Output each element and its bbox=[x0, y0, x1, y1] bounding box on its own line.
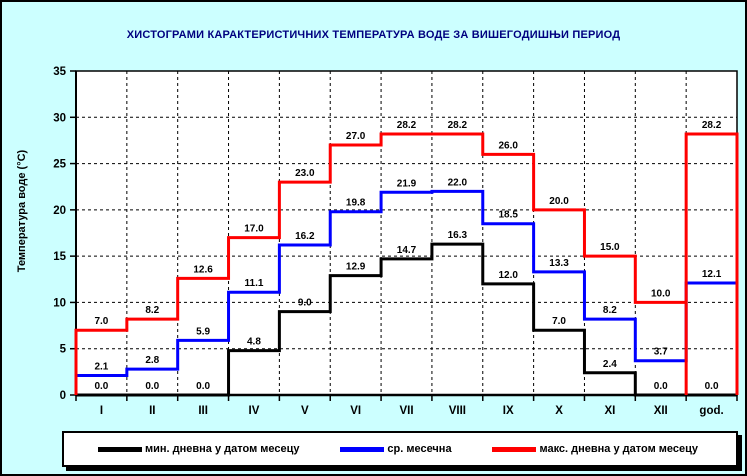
svg-text:12.0: 12.0 bbox=[498, 270, 518, 281]
legend-item-mean: ср. месечна bbox=[340, 443, 452, 455]
svg-text:7.0: 7.0 bbox=[94, 316, 108, 327]
series-lines bbox=[74, 132, 739, 397]
series-line-0 bbox=[76, 242, 737, 397]
svg-text:15.0: 15.0 bbox=[600, 242, 620, 253]
svg-text:23.0: 23.0 bbox=[295, 168, 315, 179]
svg-text:0.0: 0.0 bbox=[94, 381, 108, 392]
svg-text:12.9: 12.9 bbox=[346, 262, 366, 273]
svg-text:XI: XI bbox=[604, 405, 615, 417]
svg-text:10.0: 10.0 bbox=[651, 288, 671, 299]
svg-text:11.1: 11.1 bbox=[245, 278, 264, 289]
svg-text:4.8: 4.8 bbox=[247, 337, 261, 348]
svg-text:8.2: 8.2 bbox=[145, 305, 159, 316]
svg-text:0.0: 0.0 bbox=[196, 381, 210, 392]
svg-text:9.0: 9.0 bbox=[298, 298, 312, 309]
max-series-line-swatch bbox=[492, 446, 537, 452]
svg-text:II: II bbox=[149, 405, 155, 417]
svg-text:X: X bbox=[555, 405, 563, 417]
svg-text:22.0: 22.0 bbox=[448, 177, 468, 188]
series-line-2 bbox=[74, 132, 739, 395]
chart-title: ХИСТОГРАМИ КАРАКТЕРИСТИЧНИХ ТЕМПЕРАТУРА … bbox=[126, 29, 621, 41]
svg-text:3.7: 3.7 bbox=[654, 347, 668, 358]
svg-text:18.5: 18.5 bbox=[498, 210, 518, 221]
svg-text:2.8: 2.8 bbox=[145, 355, 159, 366]
svg-text:13.3: 13.3 bbox=[549, 258, 569, 269]
legend-label-min: мин. дневна у датом месецу bbox=[145, 443, 300, 455]
svg-text:0: 0 bbox=[60, 390, 66, 402]
svg-text:28.2: 28.2 bbox=[448, 120, 468, 131]
svg-text:12.1: 12.1 bbox=[702, 269, 722, 280]
svg-text:14.7: 14.7 bbox=[397, 245, 417, 256]
svg-text:30: 30 bbox=[53, 112, 66, 124]
mean-series-line-swatch bbox=[340, 446, 385, 452]
y-tick-labels: 0 5 10 15 20 25 30 35 bbox=[53, 66, 66, 402]
svg-text:I: I bbox=[100, 405, 103, 417]
svg-text:20.0: 20.0 bbox=[549, 196, 569, 207]
min-series-line-swatch bbox=[98, 446, 142, 452]
svg-text:16.3: 16.3 bbox=[448, 230, 468, 241]
svg-text:0.0: 0.0 bbox=[705, 381, 719, 392]
svg-text:35: 35 bbox=[53, 66, 66, 78]
svg-text:15: 15 bbox=[53, 251, 66, 263]
svg-text:5.9: 5.9 bbox=[196, 326, 210, 337]
svg-text:10: 10 bbox=[53, 297, 66, 309]
svg-text:28.2: 28.2 bbox=[397, 120, 417, 131]
svg-text:XII: XII bbox=[654, 405, 668, 417]
legend-label-max: макс. дневна у датом месецу bbox=[539, 443, 698, 455]
svg-text:god.: god. bbox=[699, 405, 723, 417]
svg-text:0.0: 0.0 bbox=[145, 381, 159, 392]
svg-text:2.1: 2.1 bbox=[94, 362, 108, 373]
svg-text:28.2: 28.2 bbox=[702, 120, 722, 131]
svg-text:III: III bbox=[198, 405, 208, 417]
svg-text:19.8: 19.8 bbox=[346, 198, 366, 209]
svg-text:16.2: 16.2 bbox=[295, 231, 315, 242]
svg-text:5: 5 bbox=[60, 344, 67, 356]
legend-box: мин. дневна у датом месецу ср. месечна м… bbox=[62, 431, 738, 467]
legend-item-min: мин. дневна у датом месецу bbox=[98, 443, 300, 455]
svg-text:V: V bbox=[301, 405, 309, 417]
histogram-plot: 0.0 0.0 0.0 4.8 9.0 12.9 14.7 16.3 12.0 7.0 2.4 0.0… bbox=[2, 2, 745, 428]
svg-text:12.6: 12.6 bbox=[193, 264, 213, 275]
svg-text:2.4: 2.4 bbox=[603, 359, 617, 370]
plot-canvas: 0.0 0.0 0.0 4.8 9.0 12.9 14.7 16.3 12.0 7.0 2.4 0.0… bbox=[16, 66, 739, 417]
svg-text:VII: VII bbox=[399, 405, 413, 417]
svg-text:25: 25 bbox=[53, 159, 66, 171]
svg-text:0.0: 0.0 bbox=[654, 381, 668, 392]
legend-item-max: макс. дневна у датом месецу bbox=[492, 443, 698, 455]
series-line-1 bbox=[74, 189, 737, 395]
svg-text:20: 20 bbox=[53, 205, 66, 217]
svg-text:21.9: 21.9 bbox=[397, 178, 417, 189]
svg-text:IV: IV bbox=[249, 405, 260, 417]
svg-text:8.2: 8.2 bbox=[603, 305, 617, 316]
y-axis-title: Температура воде (°C) bbox=[16, 149, 28, 272]
svg-text:7.0: 7.0 bbox=[552, 316, 566, 327]
svg-text:VI: VI bbox=[350, 405, 361, 417]
legend-label-mean: ср. месечна bbox=[387, 443, 452, 455]
value-labels: 0.0 0.0 0.0 4.8 9.0 12.9 14.7 16.3 12.0 7.0 2.4 0.0… bbox=[94, 120, 721, 392]
svg-text:IX: IX bbox=[503, 405, 514, 417]
x-category-labels: I II III IV V VI VII VIII IX X XI XII god. bbox=[100, 405, 724, 417]
svg-text:17.0: 17.0 bbox=[244, 224, 264, 235]
svg-text:27.0: 27.0 bbox=[346, 131, 366, 142]
svg-text:26.0: 26.0 bbox=[498, 140, 518, 151]
svg-text:VIII: VIII bbox=[449, 405, 466, 417]
